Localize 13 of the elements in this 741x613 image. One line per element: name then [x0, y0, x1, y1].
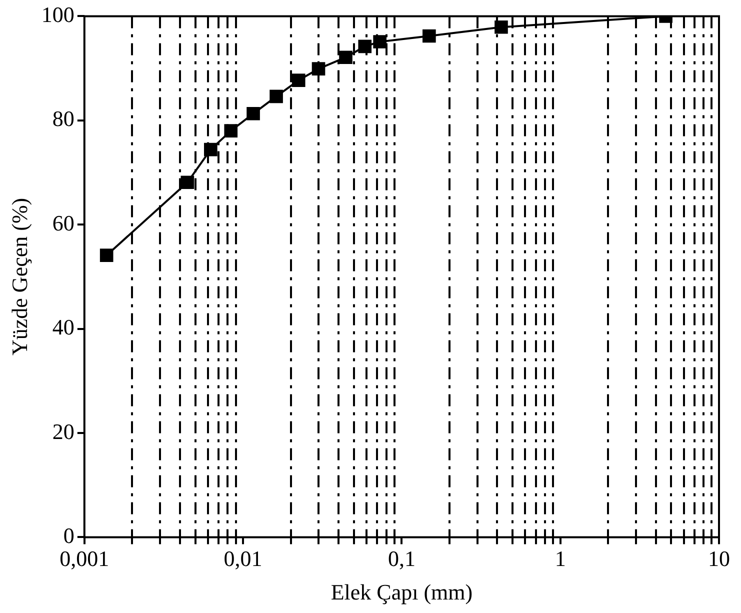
- y-tick-label: 40: [52, 314, 74, 340]
- x-tick-label: 10: [708, 546, 730, 572]
- y-tick-label: 20: [52, 418, 74, 444]
- y-tick-label: 0: [63, 522, 74, 548]
- y-tick-label: 100: [41, 2, 74, 27]
- y-axis-title: Yüzde Geçen (%): [6, 198, 32, 356]
- x-tick-label: 0,001: [60, 546, 110, 572]
- x-tick-label: 0,01: [224, 546, 262, 572]
- y-tick-label: 60: [52, 210, 74, 236]
- y-tick-label: 80: [52, 106, 74, 132]
- x-tick-label: 0,1: [388, 546, 416, 572]
- x-tick-label: 1: [554, 546, 566, 572]
- x-axis-title: Elek Çapı (mm): [330, 580, 473, 605]
